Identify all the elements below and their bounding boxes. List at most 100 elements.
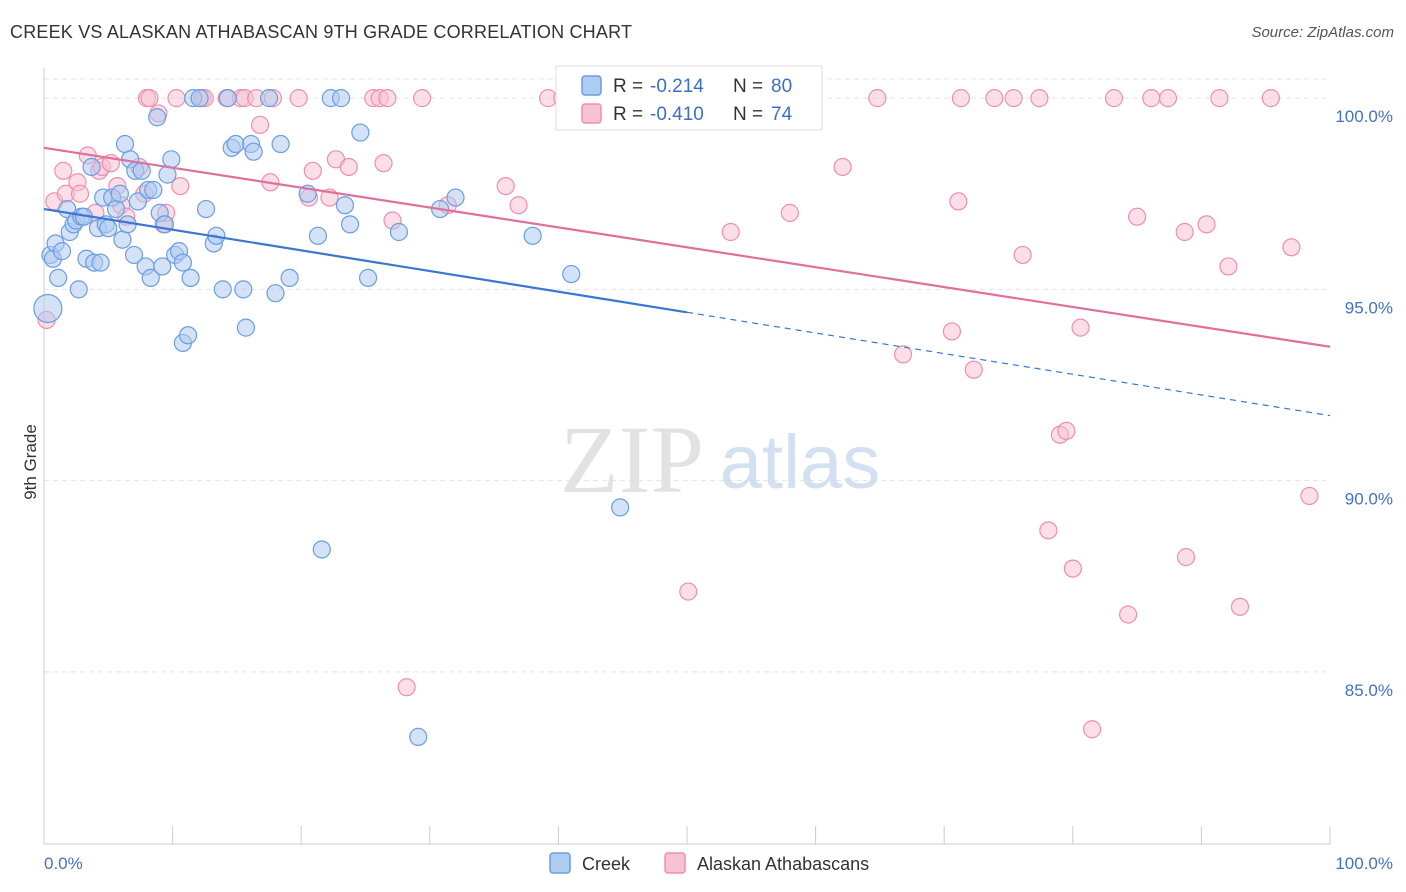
- axes: [43, 68, 1331, 845]
- y-tick-label: 85.0%: [1345, 681, 1393, 700]
- creek-point: [213, 280, 232, 299]
- creek-point: [91, 253, 110, 272]
- ath-point: [1030, 89, 1049, 108]
- creek-point: [115, 134, 135, 154]
- ath-point: [1039, 521, 1058, 540]
- creek-point: [611, 498, 630, 517]
- ath-point: [397, 678, 416, 697]
- creek-point: [196, 199, 216, 219]
- ath-point: [1063, 559, 1082, 578]
- creek-point: [141, 268, 160, 287]
- creek-point: [308, 226, 328, 245]
- ath-point: [1142, 89, 1161, 108]
- ath-point: [942, 322, 962, 341]
- chart-title: CREEK VS ALASKAN ATHABASCAN 9TH GRADE CO…: [10, 22, 633, 42]
- y-axis-label: 9th Grade: [21, 424, 40, 500]
- ath-point: [721, 222, 740, 242]
- ath-point: [374, 154, 393, 173]
- creek-point: [351, 123, 370, 142]
- watermark-atlas: atlas: [720, 420, 881, 505]
- ath-point: [1057, 421, 1076, 440]
- legend: R = -0.214 N = 80 R = -0.410 N = 74: [555, 65, 823, 131]
- y-tick-label: 90.0%: [1345, 490, 1393, 509]
- ath-point: [1282, 238, 1301, 257]
- ath-point: [1230, 597, 1250, 616]
- x-tick-label: 100.0%: [1335, 854, 1393, 873]
- x-tick-labels: 0.0% 100.0%: [44, 854, 1393, 873]
- ath-point: [1176, 548, 1196, 567]
- y-tick-label: 100.0%: [1335, 107, 1393, 126]
- creek-point: [226, 134, 245, 154]
- creek-point: [409, 727, 428, 747]
- creek-trend-line: [43, 207, 688, 314]
- watermark-zip: ZIP: [560, 406, 704, 513]
- bottom-legend-creek-label: Creek: [582, 854, 631, 874]
- creek-point: [49, 268, 68, 287]
- legend-ath-r-value: -0.410: [650, 104, 704, 125]
- legend-creek-n-value: 80: [771, 76, 792, 97]
- ath-point: [140, 89, 159, 108]
- creek-point: [234, 280, 253, 299]
- ath-trend-line: [43, 146, 1331, 348]
- creek-point: [162, 150, 181, 169]
- ath-point: [1175, 222, 1194, 242]
- y-tick-labels: 100.0% 95.0% 90.0% 85.0%: [1335, 107, 1393, 700]
- creek-point: [244, 142, 263, 161]
- ath-point: [985, 89, 1004, 108]
- ath-point: [1158, 89, 1178, 108]
- ath-point: [679, 582, 698, 601]
- y-tick-label: 95.0%: [1345, 298, 1393, 317]
- ath-point: [1300, 486, 1319, 506]
- legend-creek-r-value: -0.214: [650, 76, 704, 97]
- ath-point: [289, 89, 308, 108]
- ath-point: [833, 157, 852, 177]
- ath-point: [250, 115, 270, 135]
- ath-point: [339, 157, 358, 177]
- creek-point: [99, 219, 118, 238]
- bottom-legend: Creek Alaskan Athabascans: [549, 852, 869, 874]
- creek-point: [52, 242, 72, 261]
- ath-point: [951, 89, 971, 108]
- trend-lines: [43, 146, 1331, 417]
- ath-point: [780, 203, 799, 222]
- ath-point: [1197, 215, 1216, 234]
- x-tick-label: 0.0%: [44, 854, 83, 873]
- ath-point: [1118, 605, 1138, 624]
- ath-point: [70, 184, 90, 203]
- creek-point: [69, 280, 88, 299]
- creek-point: [389, 222, 409, 242]
- legend-creek-n-label: N =: [733, 76, 763, 97]
- creek-point: [446, 188, 465, 207]
- ath-point: [1082, 720, 1102, 739]
- creek-point: [236, 318, 256, 337]
- creek-point: [148, 108, 167, 127]
- creek-point: [312, 540, 331, 559]
- legend-ath-swatch: [581, 103, 602, 124]
- creek-point: [110, 184, 129, 203]
- legend-creek-swatch: [581, 75, 602, 96]
- creek-point: [124, 245, 144, 265]
- ath-point: [1071, 318, 1090, 337]
- creek-point: [106, 199, 126, 219]
- ath-point: [171, 177, 190, 196]
- legend-ath-r-label: R =: [613, 104, 643, 125]
- creek-point: [82, 157, 101, 177]
- creek-point: [266, 284, 285, 303]
- ath-point: [303, 161, 322, 180]
- ath-point: [1004, 89, 1023, 108]
- ath-point: [496, 177, 515, 196]
- creek-trend-extension: [686, 311, 1331, 417]
- ath-point: [1104, 89, 1124, 108]
- ath-point: [378, 89, 397, 108]
- bottom-legend-ath-label: Alaskan Athabascans: [697, 854, 869, 874]
- ath-point: [868, 89, 887, 108]
- creek-point: [331, 89, 351, 108]
- creek-point: [178, 326, 198, 345]
- ath-point: [412, 89, 432, 108]
- creek-point: [218, 89, 237, 108]
- ath-point: [964, 360, 983, 379]
- ath-point: [1219, 257, 1238, 276]
- ath-point: [1013, 245, 1032, 265]
- creek-point: [153, 257, 172, 276]
